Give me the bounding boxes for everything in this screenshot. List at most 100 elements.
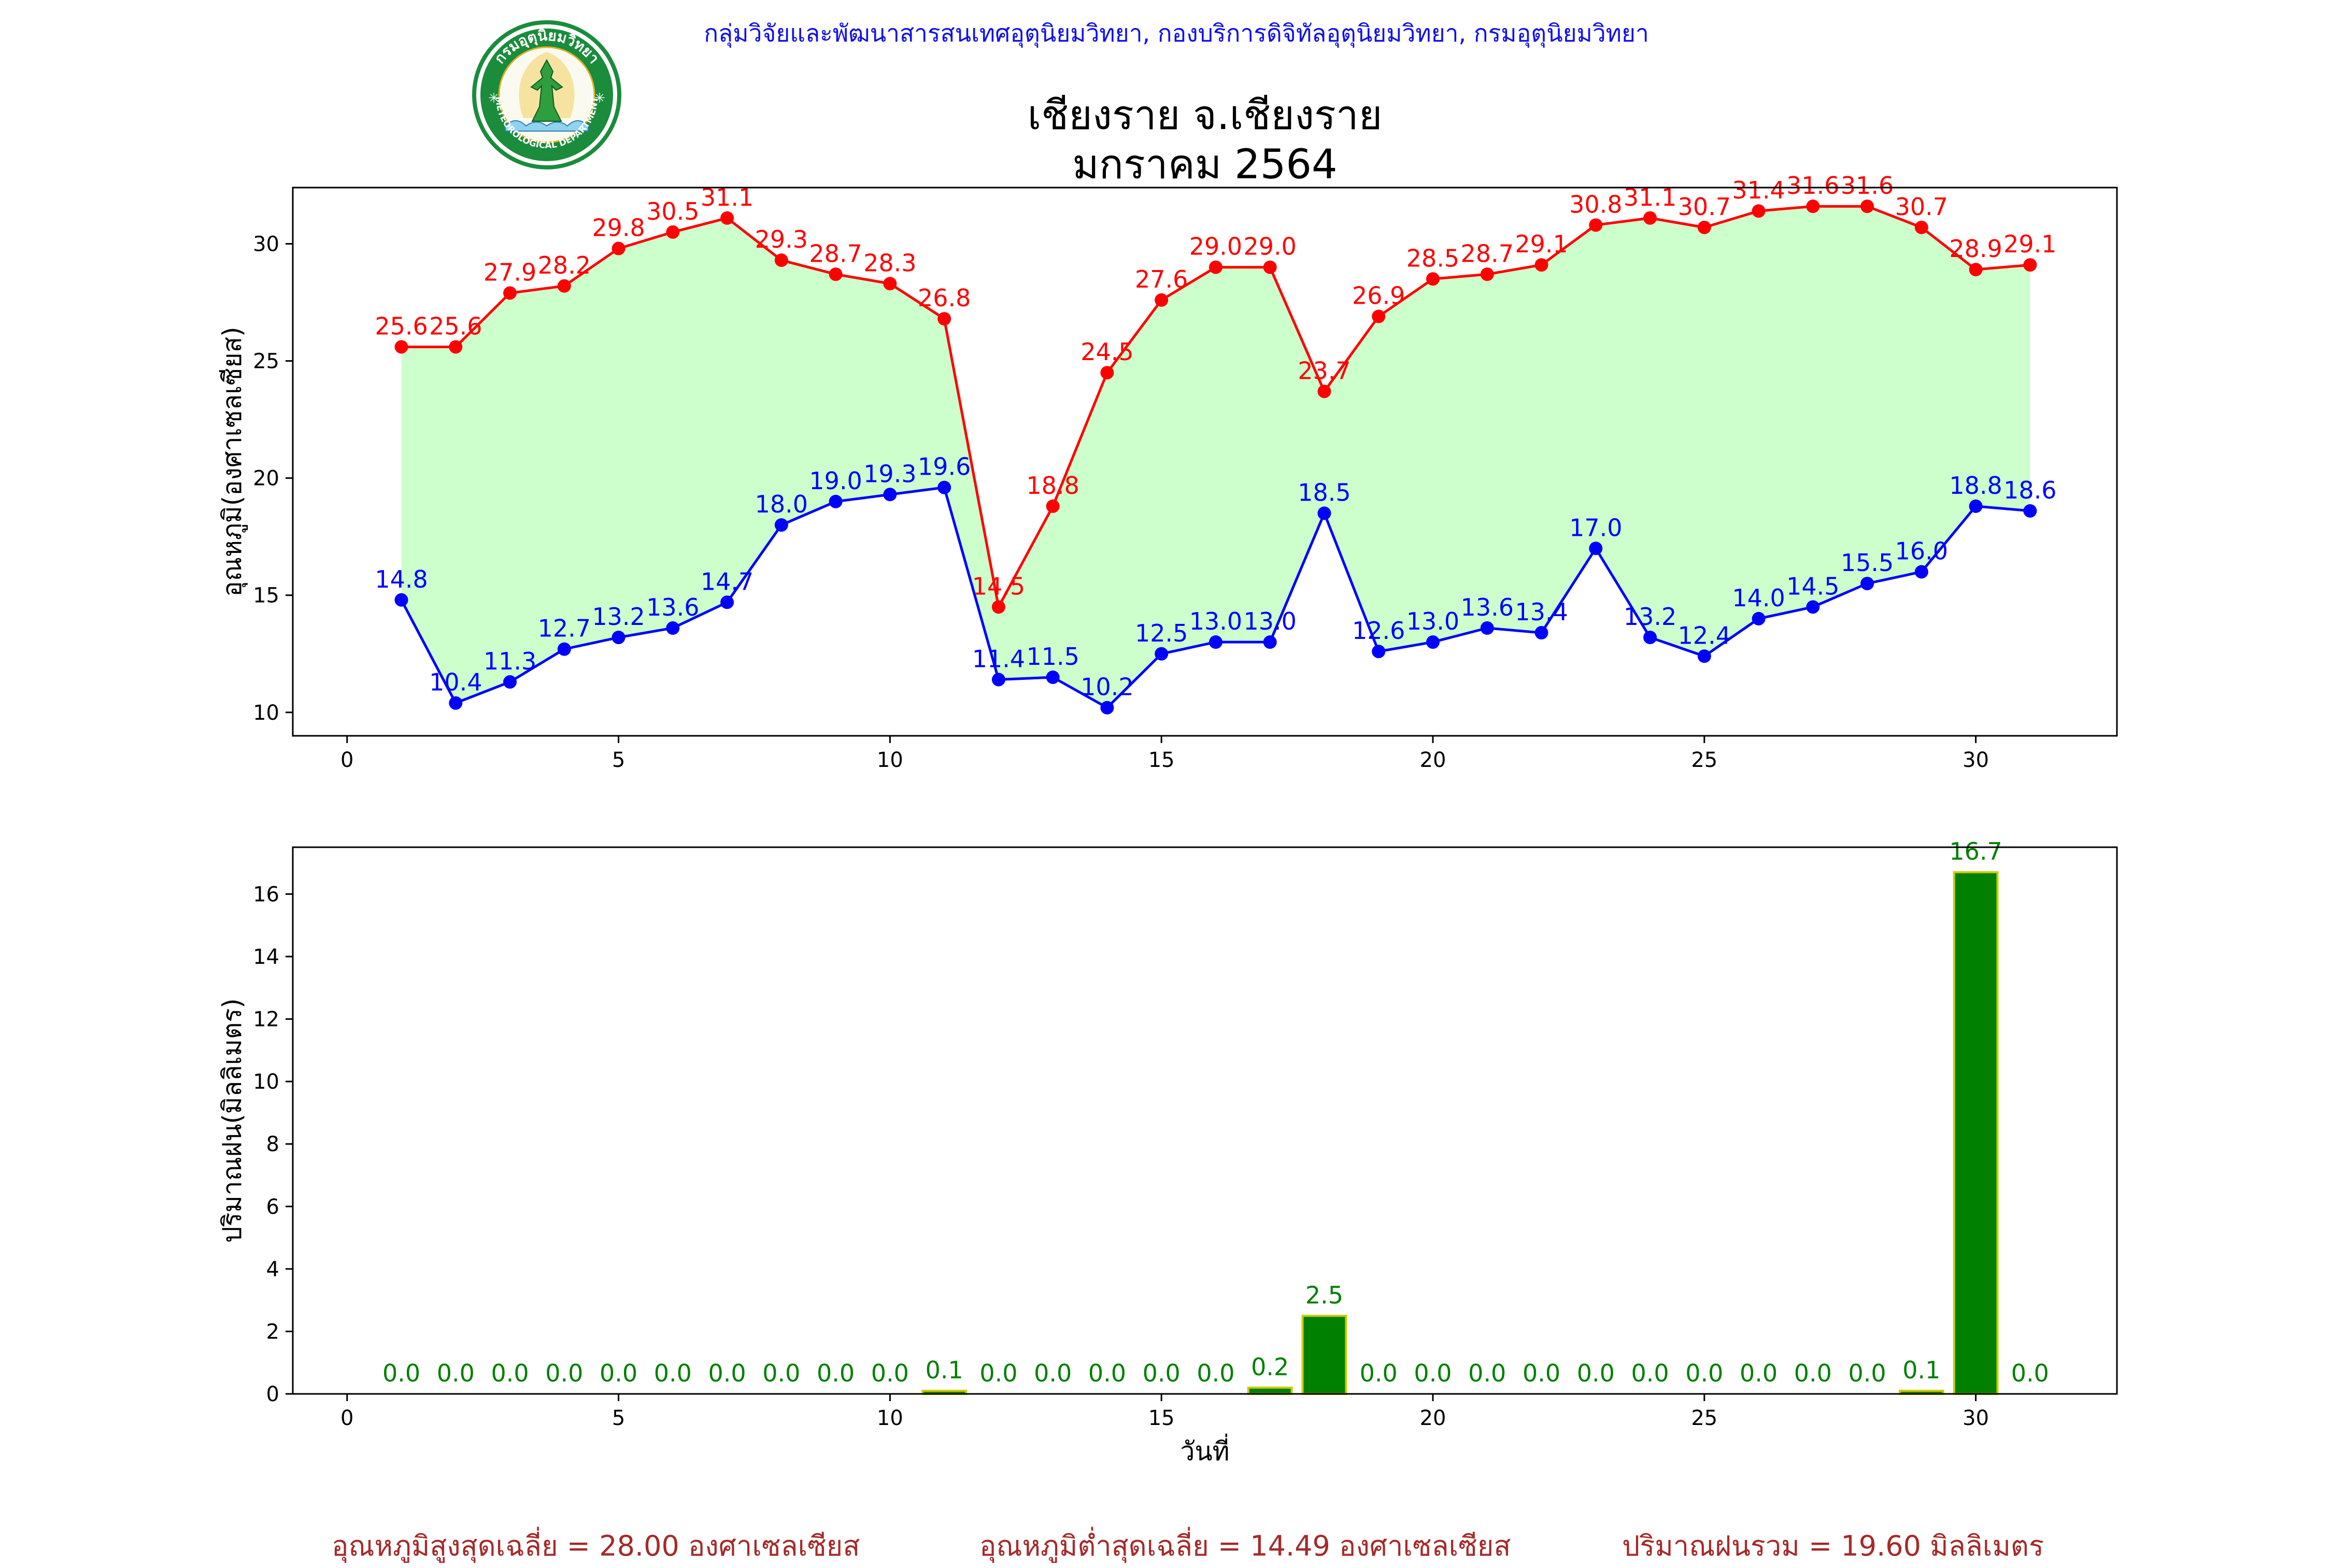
- temp-min-point: [2023, 504, 2037, 518]
- temp-x-tick-label: 5: [612, 748, 625, 772]
- temp-x-tick-label: 20: [1420, 748, 1446, 772]
- temp-min-point: [1317, 506, 1331, 520]
- temp-max-value-label: 28.9: [1949, 235, 2002, 263]
- rain-value-label: 0.0: [1088, 1359, 1126, 1387]
- temp-max-point: [1155, 293, 1169, 307]
- temp-max-point: [557, 279, 571, 293]
- rain-x-tick-label: 5: [612, 1406, 625, 1430]
- temp-y-tick-label: 10: [253, 701, 279, 725]
- rain-x-tick-label: 25: [1691, 1406, 1717, 1430]
- temp-max-point: [1208, 260, 1222, 274]
- rain-y-tick-label: 10: [253, 1070, 279, 1094]
- temp-min-value-label: 19.6: [918, 453, 971, 481]
- temp-y-tick-label: 20: [253, 467, 279, 491]
- temp-min-point: [720, 595, 734, 609]
- temp-max-point: [829, 267, 843, 281]
- temp-max-value-label: 29.1: [2003, 230, 2056, 258]
- temp-max-value-label: 31.4: [1732, 176, 1785, 204]
- rain-value-label: 0.0: [1631, 1359, 1669, 1387]
- temperature-range-fill: [401, 206, 2030, 708]
- temp-max-value-label: 24.5: [1080, 338, 1133, 366]
- temp-min-point: [883, 488, 897, 502]
- rain-value-label: 0.0: [708, 1359, 746, 1387]
- rain-value-label: 0.0: [979, 1359, 1017, 1387]
- temp-min-value-label: 14.7: [701, 567, 753, 595]
- temp-max-value-label: 29.8: [592, 214, 645, 242]
- rain-y-tick-label: 4: [266, 1258, 279, 1281]
- rain-value-label: 0.0: [1848, 1359, 1886, 1387]
- temp-min-value-label: 13.0: [1189, 607, 1242, 635]
- logo-clouds: [505, 120, 589, 132]
- summary-min-temp-average: อุณหภูมิต่ำสุดเฉลี่ย = 14.49 องศาเซลเซีย…: [979, 1530, 1511, 1562]
- temp-max-point: [1589, 218, 1603, 232]
- temp-max-point: [1046, 499, 1060, 513]
- temp-max-value-label: 26.9: [1352, 282, 1405, 310]
- temp-max-point: [666, 225, 680, 239]
- temp-min-point: [449, 696, 463, 710]
- temp-min-point: [1480, 621, 1494, 635]
- temp-min-value-label: 18.8: [1949, 472, 2002, 500]
- temp-min-point: [991, 673, 1005, 687]
- temp-min-point: [394, 593, 408, 607]
- rain-y-tick-label: 2: [266, 1320, 279, 1344]
- temp-max-value-label: 30.5: [646, 197, 699, 225]
- temp-max-point: [720, 211, 734, 225]
- temp-min-value-label: 19.0: [809, 467, 862, 495]
- temp-max-point: [612, 241, 625, 255]
- meteorological-department-logo: ✳ ✳ กรมอุตุนิยมวิทยา METEOROLOGICAL DEPA…: [472, 20, 621, 169]
- rain-value-label: 0.1: [1902, 1356, 1940, 1384]
- rain-x-tick-label: 0: [340, 1406, 353, 1430]
- rain-y-tick-label: 0: [266, 1382, 279, 1406]
- rain-y-tick-label: 16: [253, 882, 279, 906]
- temp-min-value-label: 10.4: [429, 668, 482, 696]
- temp-min-point: [1589, 541, 1603, 555]
- rain-value-label: 0.0: [2011, 1359, 2049, 1387]
- rain-value-label: 0.0: [762, 1359, 800, 1387]
- temp-max-value-label: 28.7: [1461, 239, 1514, 267]
- rain-value-label: 0.1: [926, 1356, 963, 1384]
- rainfall-plot-frame: [292, 846, 2118, 1395]
- temp-min-value-label: 13.6: [646, 593, 699, 621]
- temp-min-value-label: 13.4: [1515, 598, 1568, 626]
- temp-min-value-label: 12.4: [1678, 621, 1731, 649]
- temp-max-value-label: 29.0: [1244, 233, 1297, 261]
- temp-max-value-label: 30.8: [1569, 190, 1622, 218]
- temp-max-value-label: 28.3: [863, 249, 916, 277]
- temp-min-value-label: 11.3: [484, 647, 536, 675]
- temp-min-value-label: 14.0: [1732, 584, 1785, 612]
- rain-y-tick-label: 12: [253, 1008, 279, 1032]
- temp-min-value-label: 17.0: [1569, 514, 1622, 541]
- rain-value-label: 0.0: [1414, 1359, 1452, 1387]
- rainfall-x-axis-label: วันที่: [1180, 1434, 1229, 1466]
- temp-x-tick-label: 15: [1148, 748, 1175, 772]
- temp-min-value-label: 12.6: [1352, 617, 1405, 645]
- temp-min-point: [1969, 499, 1983, 513]
- temp-min-point: [937, 480, 951, 494]
- temp-max-value-label: 28.2: [538, 251, 591, 279]
- rain-value-label: 2.5: [1305, 1281, 1343, 1309]
- rain-y-tick-label: 6: [266, 1195, 279, 1219]
- temp-min-point: [774, 518, 788, 532]
- temp-max-point: [937, 312, 951, 326]
- rain-value-label: 0.0: [654, 1359, 692, 1387]
- temp-min-point: [1046, 670, 1060, 684]
- temp-max-point: [503, 286, 517, 300]
- temp-y-tick-label: 30: [253, 233, 279, 256]
- temp-max-point: [1263, 260, 1277, 274]
- rain-value-label: 0.0: [871, 1359, 909, 1387]
- temp-min-value-label: 18.6: [2003, 476, 2056, 504]
- temp-max-value-label: 26.8: [918, 284, 971, 312]
- temp-min-value-label: 16.0: [1895, 537, 1948, 565]
- rain-value-label: 0.0: [1577, 1359, 1615, 1387]
- rain-x-tick-label: 20: [1420, 1406, 1446, 1430]
- summary-max-temp-average: อุณหภูมิสูงสุดเฉลี่ย = 28.00 องศาเซลเซีย…: [332, 1530, 860, 1562]
- temp-max-value-label: 28.7: [809, 239, 862, 267]
- temp-min-value-label: 18.0: [755, 490, 808, 518]
- temp-min-point: [1697, 649, 1711, 663]
- temp-min-point: [1752, 611, 1766, 625]
- temp-max-value-label: 28.5: [1406, 244, 1459, 272]
- temp-max-value-label: 31.6: [1841, 172, 1894, 199]
- rain-value-label: 0.0: [1794, 1359, 1832, 1387]
- temp-max-point: [1752, 204, 1766, 218]
